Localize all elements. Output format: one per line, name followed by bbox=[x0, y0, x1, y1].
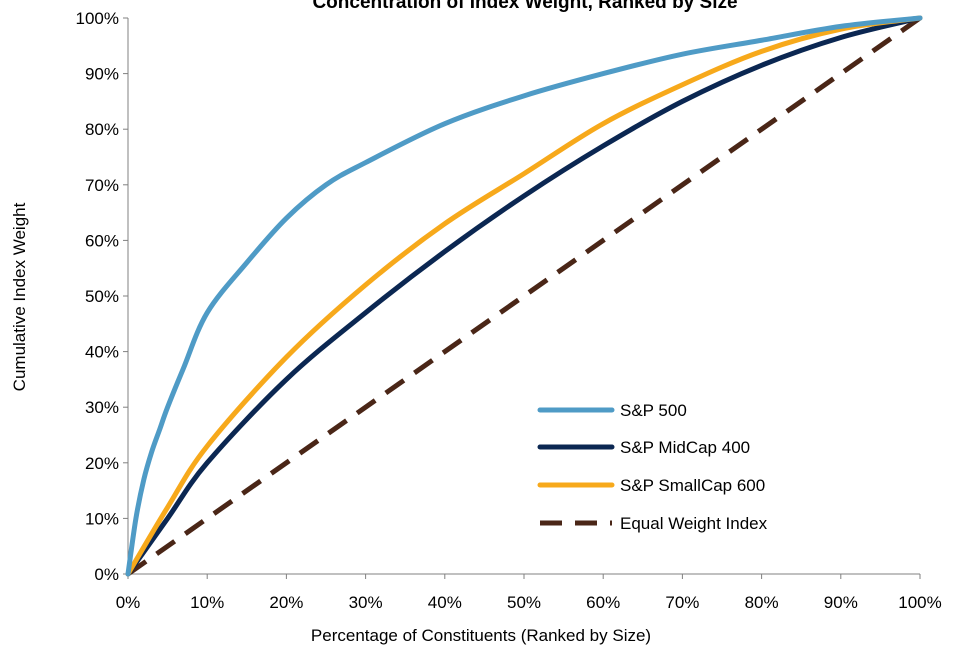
x-tick-label: 50% bbox=[507, 593, 541, 612]
legend-label-equal-weight-index: Equal Weight Index bbox=[620, 514, 768, 533]
legend-label-s-p-500: S&P 500 bbox=[620, 401, 687, 420]
x-tick-label: 40% bbox=[428, 593, 462, 612]
series-layer bbox=[125, 15, 923, 577]
y-tick-label: 30% bbox=[85, 398, 119, 417]
chart-title: Concentration of Index Weight, Ranked by… bbox=[312, 0, 737, 13]
series-line-s-p-500 bbox=[125, 15, 923, 577]
x-tick-label: 30% bbox=[349, 593, 383, 612]
x-tick-label: 20% bbox=[269, 593, 303, 612]
chart-axes: 0% 10% 20% 30% 40% 50% 60% 70% 80% 90% 100% 0% 10% 20… bbox=[76, 9, 942, 612]
y-axis-title: Cumulative Index Weight bbox=[10, 202, 29, 391]
y-tick-label: 90% bbox=[85, 65, 119, 84]
x-tick-label: 0% bbox=[116, 593, 141, 612]
x-tick-label: 10% bbox=[190, 593, 224, 612]
x-tick-label: 60% bbox=[586, 593, 620, 612]
y-tick-label: 0% bbox=[94, 565, 119, 584]
y-tick-label: 80% bbox=[85, 120, 119, 139]
y-tick-label: 50% bbox=[85, 287, 119, 306]
x-tick-label: 100% bbox=[898, 593, 941, 612]
legend: S&P 500 S&P MidCap 400 S&P SmallCap 600 Equ… bbox=[537, 401, 768, 533]
y-tick-label: 40% bbox=[85, 343, 119, 362]
x-axis-title: Percentage of Constituents (Ranked by Si… bbox=[311, 626, 651, 645]
x-tick-label: 90% bbox=[824, 593, 858, 612]
legend-label-s-p-smallcap-600: S&P SmallCap 600 bbox=[620, 476, 765, 495]
x-tick-label: 80% bbox=[745, 593, 779, 612]
y-tick-label: 20% bbox=[85, 454, 119, 473]
y-tick-label: 70% bbox=[85, 176, 119, 195]
series-line-s-p-midcap-400 bbox=[125, 15, 923, 577]
x-tick-label: 70% bbox=[665, 593, 699, 612]
y-tick-label: 10% bbox=[85, 509, 119, 528]
y-tick-label: 60% bbox=[85, 231, 119, 250]
series-line-equal-weight-index bbox=[126, 15, 922, 577]
legend-label-s-p-midcap-400: S&P MidCap 400 bbox=[620, 438, 750, 457]
y-tick-label: 100% bbox=[76, 9, 119, 28]
series-line-s-p-smallcap-600 bbox=[125, 15, 923, 577]
